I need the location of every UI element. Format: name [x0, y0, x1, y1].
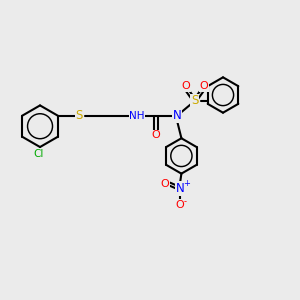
Text: O: O [152, 130, 161, 140]
Text: -: - [184, 197, 187, 206]
Text: O: O [199, 81, 208, 91]
Text: S: S [75, 109, 82, 122]
Text: O: O [176, 200, 184, 210]
Text: NH: NH [129, 111, 145, 121]
Text: N: N [176, 182, 184, 195]
Text: O: O [182, 81, 190, 91]
Text: +: + [184, 179, 190, 188]
Text: Cl: Cl [33, 148, 44, 159]
Text: N: N [172, 109, 181, 122]
Text: S: S [191, 94, 199, 107]
Text: O: O [161, 179, 170, 189]
